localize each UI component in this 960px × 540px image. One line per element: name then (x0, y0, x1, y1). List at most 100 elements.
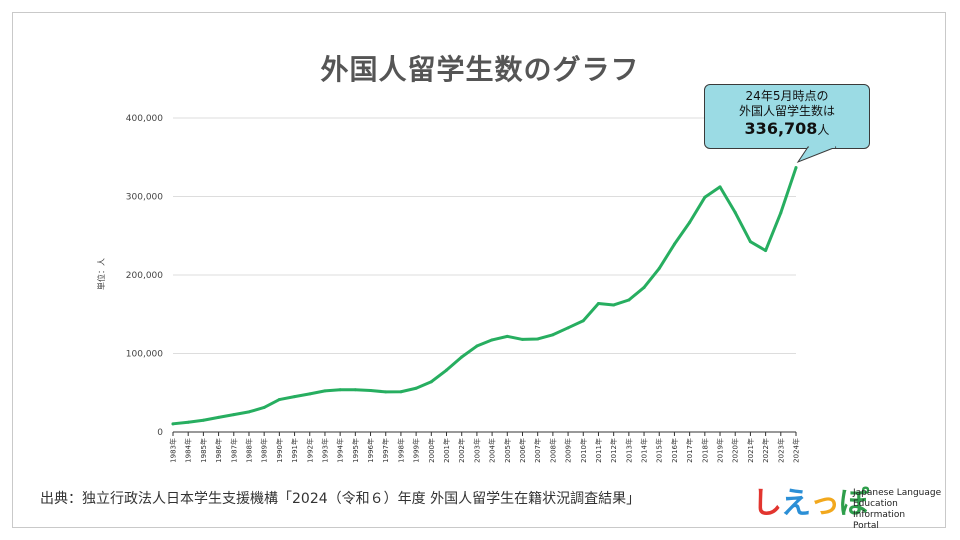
x-tick-label: 1986年 (214, 438, 223, 463)
callout-line1: 24年5月時点の (745, 89, 829, 103)
x-tick-label: 1985年 (199, 438, 208, 463)
data-point (733, 211, 737, 215)
x-tick-label: 2001年 (442, 438, 451, 463)
x-tick-label: 1989年 (260, 438, 269, 463)
data-point (581, 319, 585, 323)
data-point (338, 388, 342, 392)
x-tick-label: 2018年 (700, 438, 709, 463)
data-point (232, 413, 236, 417)
x-tick-label: 1987年 (229, 438, 238, 463)
x-tick-label: 2013年 (624, 438, 633, 463)
data-point (672, 242, 676, 246)
logo-char-3: っ (810, 486, 840, 521)
data-point (703, 195, 707, 199)
logo-char-1: し (752, 486, 782, 521)
x-tick-label: 2008年 (548, 438, 557, 463)
callout-box: 24年5月時点の 外国人留学生数は 336,708人 (704, 84, 870, 149)
data-point (551, 333, 555, 337)
data-point (505, 334, 509, 338)
data-point (718, 185, 722, 189)
x-tick-label: 2009年 (564, 438, 573, 463)
x-tick-label: 2014年 (640, 438, 649, 463)
logo-char-4: ぽ (839, 486, 869, 521)
data-point (520, 337, 524, 341)
x-tick-label: 2021年 (746, 438, 755, 463)
x-tick-label: 2015年 (655, 438, 664, 463)
callout-value: 336,708 (744, 119, 818, 138)
data-point (308, 392, 312, 396)
x-tick-label: 2012年 (609, 438, 618, 463)
data-point (657, 266, 661, 270)
data-point (399, 390, 403, 394)
x-tick-label: 2017年 (685, 438, 694, 463)
x-tick-label: 1994年 (336, 438, 345, 463)
x-tick-label: 1997年 (381, 438, 390, 463)
logo-text: Japanese Language Education Information … (853, 488, 942, 532)
x-tick-label: 2003年 (472, 438, 481, 463)
x-tick-label: 2020年 (731, 438, 740, 463)
series-group (171, 166, 798, 426)
y-tick-label: 300,000 (126, 193, 163, 203)
data-point (353, 388, 357, 392)
x-tick-labels: 1983年 1984年 1985年 1986年 1987年 1988年 1989年 1990年… (169, 432, 801, 463)
callout-unit: 人 (817, 123, 830, 137)
page-title: 外国人留学生数のグラフ (320, 53, 640, 86)
x-tick-label: 2016年 (670, 438, 679, 463)
y-tick-labels: 0 100,000 200,000 300,000 400,000 (126, 114, 163, 438)
data-point (596, 301, 600, 305)
series-line (171, 166, 798, 426)
x-tick-label: 2019年 (716, 438, 725, 463)
data-point (384, 390, 388, 394)
logo-text-line1: Japanese Language (853, 488, 942, 498)
data-point (217, 415, 221, 419)
data-point (460, 355, 464, 359)
y-tick-label: 200,000 (126, 271, 163, 281)
x-tick-label: 1993年 (320, 438, 329, 463)
x-tick-label: 1983年 (169, 438, 178, 463)
x-tick-label: 1992年 (305, 438, 314, 463)
x-tick-label: 1998年 (396, 438, 405, 463)
data-point (429, 380, 433, 384)
x-tick-label: 2006年 (518, 438, 527, 463)
data-point (764, 249, 768, 253)
x-tick-label: 1999年 (412, 438, 421, 463)
x-tick-label: 2007年 (533, 438, 542, 463)
callout-line2: 外国人留学生数は (738, 104, 835, 118)
data-point (186, 420, 190, 424)
logo-char-2: え (781, 486, 811, 521)
data-point (688, 220, 692, 224)
data-point (277, 398, 281, 402)
source-note: 出典：独立行政法人日本学生支援機構「2024（令和６）年度 外国人留学生在籍状況… (40, 491, 641, 507)
data-point (490, 338, 494, 342)
y-tick-label: 400,000 (126, 114, 163, 124)
x-tick-label: 1988年 (244, 438, 253, 463)
x-tick-label: 1984年 (184, 438, 193, 463)
x-tick-label: 2002年 (457, 438, 466, 463)
x-tick-label: 2010年 (579, 438, 588, 463)
x-tick-label: 2005年 (503, 438, 512, 463)
grid-lines (173, 117, 796, 433)
logo-text-line3: Portal (853, 521, 879, 531)
data-point (369, 388, 373, 392)
y-tick-label: 0 (157, 428, 163, 438)
data-point (201, 418, 205, 422)
x-tick-label: 1991年 (290, 438, 299, 463)
data-point (566, 326, 570, 330)
data-point (627, 298, 631, 302)
data-point (475, 344, 479, 348)
x-tick-label: 2024年 (792, 438, 801, 463)
data-point (293, 395, 297, 399)
data-point (794, 166, 798, 170)
x-tick-label: 2022年 (761, 438, 770, 463)
x-tick-label: 2004年 (488, 438, 497, 463)
portal-logo[interactable]: しえっぽ Japanese Language Education Informa… (752, 486, 942, 532)
data-point (171, 422, 175, 426)
data-point (779, 211, 783, 215)
data-point (323, 389, 327, 393)
y-tick-label: 100,000 (126, 350, 163, 360)
slide-frame (12, 12, 946, 528)
data-point (262, 405, 266, 409)
x-tick-label: 2023年 (776, 438, 785, 463)
data-point (748, 240, 752, 244)
